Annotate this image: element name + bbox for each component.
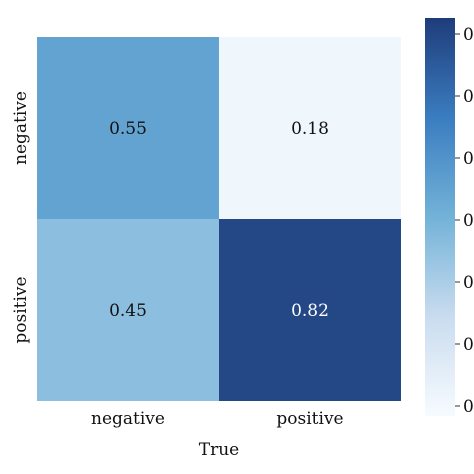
heatmap-cell-negative-positive <box>219 37 401 219</box>
heatmap-cell-labels: 0.55 0.18 0.45 0.82 <box>109 119 329 321</box>
colorbar-tick-label: 0 <box>463 397 474 417</box>
colorbar-ticks: 0 0 0 0 0 0 0 <box>455 25 474 417</box>
y-tick-label-negative: negative <box>11 91 31 165</box>
x-tick-label-negative: negative <box>91 409 165 429</box>
heatmap-cell-positive-positive <box>219 219 401 401</box>
y-tick-label-positive: positive <box>11 276 31 343</box>
x-axis-label: True <box>199 440 239 460</box>
colorbar <box>425 18 455 416</box>
cell-value-label: 0.55 <box>109 119 147 139</box>
heatmap-cells <box>37 37 401 401</box>
colorbar-tick-label: 0 <box>463 273 474 293</box>
cell-value-label: 0.45 <box>109 301 147 321</box>
x-tick-label-positive: positive <box>276 409 343 429</box>
colorbar-tick-label: 0 <box>463 335 474 355</box>
colorbar-tick-label: 0 <box>463 87 474 107</box>
heatmap-cell-positive-negative <box>37 219 219 401</box>
heatmap-cell-negative-negative <box>37 37 219 219</box>
y-axis-ticks: negative positive <box>11 91 31 344</box>
colorbar-tick-label: 0 <box>463 149 474 169</box>
x-axis-ticks: negative positive <box>91 409 344 429</box>
cell-value-label: 0.82 <box>291 301 329 321</box>
colorbar-tick-label: 0 <box>463 211 474 231</box>
cell-value-label: 0.18 <box>291 119 329 139</box>
colorbar-tick-label: 0 <box>463 25 474 45</box>
